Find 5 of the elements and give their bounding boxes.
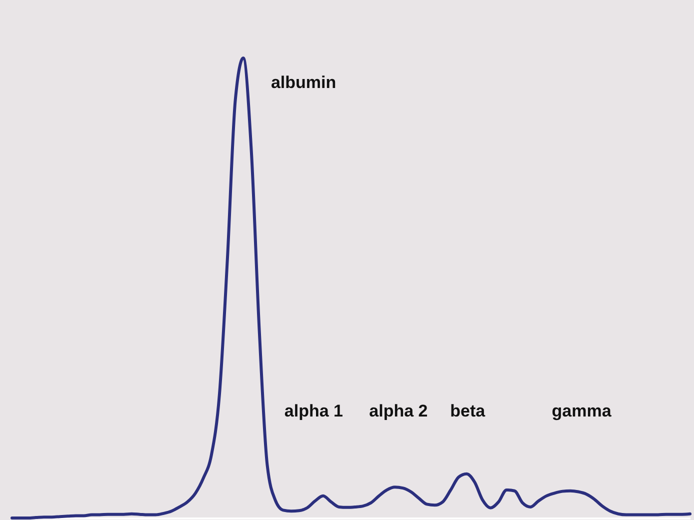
annotation: albumin <box>270 72 336 92</box>
annotation: alpha 1 <box>284 402 344 421</box>
annotation: gamma <box>552 402 612 421</box>
annotation: alpha 2 <box>369 402 428 421</box>
annotation: beta <box>450 402 486 421</box>
